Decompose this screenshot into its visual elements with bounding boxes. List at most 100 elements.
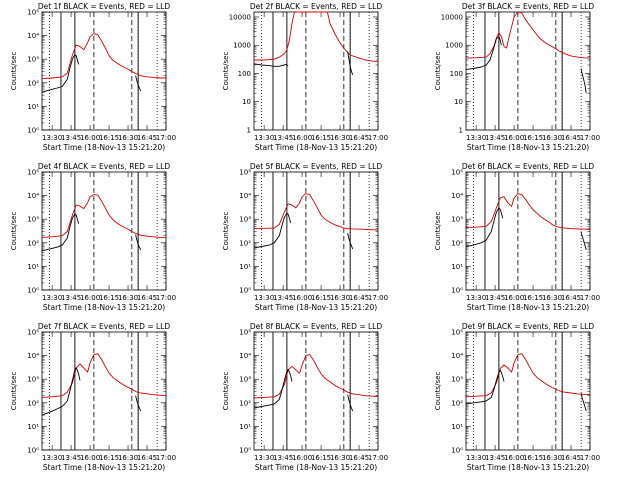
panel-title: Det 4f BLACK = Events, RED = LLD	[38, 162, 171, 171]
lld-series-line	[253, 193, 379, 231]
y-tick-label: 100	[450, 70, 463, 78]
x-axis-label: Start Time (18-Nov-13 15:21:20)	[467, 463, 589, 472]
y-tick-label: 10²	[27, 79, 39, 87]
y-axis-label: Counts/sec	[222, 212, 230, 251]
y-axis-label: Counts/sec	[10, 212, 18, 251]
y-tick-label: 10000	[441, 13, 463, 21]
panel-title: Det 5f BLACK = Events, RED = LLD	[250, 162, 383, 171]
detector-panel: Det 5f BLACK = Events, RED = LLD 10⁰ 10¹ 10…	[222, 162, 388, 312]
x-tick-label: 16:45	[349, 134, 369, 142]
y-tick-label: 10⁴	[451, 352, 463, 360]
x-tick-label: 16:30	[542, 454, 562, 462]
events-series-line	[347, 394, 354, 412]
events-series-line	[41, 53, 80, 93]
plot-frame	[253, 331, 379, 451]
x-tick-label: 13:45	[485, 454, 505, 462]
y-tick-label: 10⁰	[27, 287, 39, 295]
x-tick-label: 16:45	[561, 454, 581, 462]
x-tick-label: 16:15	[523, 134, 543, 142]
x-tick-label: 16:00	[80, 454, 100, 462]
y-tick-label: 10⁵	[451, 169, 463, 177]
y-tick-label: 1000	[233, 42, 251, 50]
lld-series-line	[41, 353, 167, 398]
lld-series-line	[254, 11, 379, 63]
detector-panel: Det 9f BLACK = Events, RED = LLD 10⁰ 10¹ 10…	[434, 322, 600, 472]
detector-panel: Det 6f BLACK = Events, RED = LLD 10⁰ 10¹ 10…	[434, 162, 600, 312]
x-tick-label: 16:30	[330, 454, 350, 462]
events-series-line	[580, 393, 587, 412]
x-tick-label: 13:30	[254, 294, 274, 302]
events-series-line	[135, 75, 142, 92]
y-tick-label: 10²	[27, 239, 39, 247]
y-tick-label: 10⁵	[451, 329, 463, 337]
panel-title: Det 3f BLACK = Events, RED = LLD	[462, 2, 595, 11]
panel-title: Det 8f BLACK = Events, RED = LLD	[250, 322, 383, 331]
x-tick-label: 13:45	[61, 134, 81, 142]
x-tick-label: 17:00	[368, 134, 388, 142]
x-tick-label: 17:00	[368, 454, 388, 462]
plot-frame	[41, 171, 167, 291]
y-tick-label: 10	[454, 98, 463, 106]
events-series-line	[253, 368, 293, 409]
x-tick-label: 17:00	[156, 454, 176, 462]
x-tick-label: 16:00	[504, 294, 524, 302]
y-tick-label: 10⁰	[27, 447, 39, 455]
plot-frame	[41, 331, 167, 451]
events-series-line	[135, 395, 142, 412]
x-tick-label: 16:45	[561, 294, 581, 302]
y-axis-label: Counts/sec	[10, 372, 18, 411]
events-series-line	[253, 63, 289, 67]
y-tick-label: 10⁴	[27, 192, 39, 200]
y-tick-label: 1000	[445, 42, 463, 50]
y-tick-label: 10⁰	[451, 447, 463, 455]
y-tick-label: 10⁰	[239, 287, 251, 295]
x-tick-label: 16:15	[99, 134, 119, 142]
y-tick-label: 10²	[239, 399, 251, 407]
x-tick-label: 16:30	[118, 294, 138, 302]
x-tick-label: 17:00	[368, 294, 388, 302]
x-tick-label: 16:30	[118, 134, 138, 142]
y-tick-label: 10¹	[27, 423, 39, 431]
y-tick-label: 10³	[239, 216, 251, 224]
y-tick-label: 10⁴	[239, 192, 251, 200]
x-tick-label: 16:45	[137, 134, 157, 142]
y-tick-label: 10¹	[27, 263, 39, 271]
plot-frame	[465, 11, 591, 131]
lld-series-line	[41, 194, 167, 239]
x-axis-label: Start Time (18-Nov-13 15:21:20)	[43, 143, 165, 152]
x-tick-label: 16:00	[80, 294, 100, 302]
panel-title: Det 1f BLACK = Events, RED = LLD	[38, 2, 171, 11]
x-tick-label: 13:30	[42, 134, 62, 142]
y-axis-label: Counts/sec	[222, 52, 230, 91]
y-tick-label: 10²	[27, 399, 39, 407]
panel-title: Det 6f BLACK = Events, RED = LLD	[462, 162, 595, 171]
y-tick-label: 10000	[229, 13, 251, 21]
x-tick-label: 16:15	[99, 294, 119, 302]
x-tick-label: 13:30	[466, 454, 486, 462]
panel-title: Det 9f BLACK = Events, RED = LLD	[462, 322, 595, 331]
y-tick-label: 10⁰	[27, 127, 39, 135]
x-tick-label: 17:00	[580, 294, 600, 302]
y-tick-label: 10¹	[451, 263, 463, 271]
x-tick-label: 13:30	[254, 134, 274, 142]
y-tick-label: 10	[242, 98, 251, 106]
lld-series-line	[253, 354, 379, 399]
x-tick-label: 16:15	[311, 294, 331, 302]
y-tick-label: 10¹	[239, 263, 251, 271]
y-tick-label: 10³	[451, 216, 463, 224]
x-tick-label: 16:45	[137, 454, 157, 462]
plot-frame	[465, 171, 591, 291]
plot-frame	[41, 11, 167, 131]
y-tick-label: 100	[238, 70, 251, 78]
y-tick-label: 10⁵	[27, 169, 39, 177]
events-series-line	[465, 369, 505, 405]
y-tick-label: 10³	[27, 376, 39, 384]
lld-series-line	[41, 33, 166, 80]
x-axis-label: Start Time (18-Nov-13 15:21:20)	[255, 303, 377, 312]
x-axis-label: Start Time (18-Nov-13 15:21:20)	[467, 303, 589, 312]
x-tick-label: 16:30	[118, 454, 138, 462]
y-tick-label: 10³	[239, 376, 251, 384]
events-series-line	[580, 231, 587, 251]
x-tick-label: 17:00	[580, 134, 600, 142]
panel-title: Det 2f BLACK = Events, RED = LLD	[250, 2, 383, 11]
